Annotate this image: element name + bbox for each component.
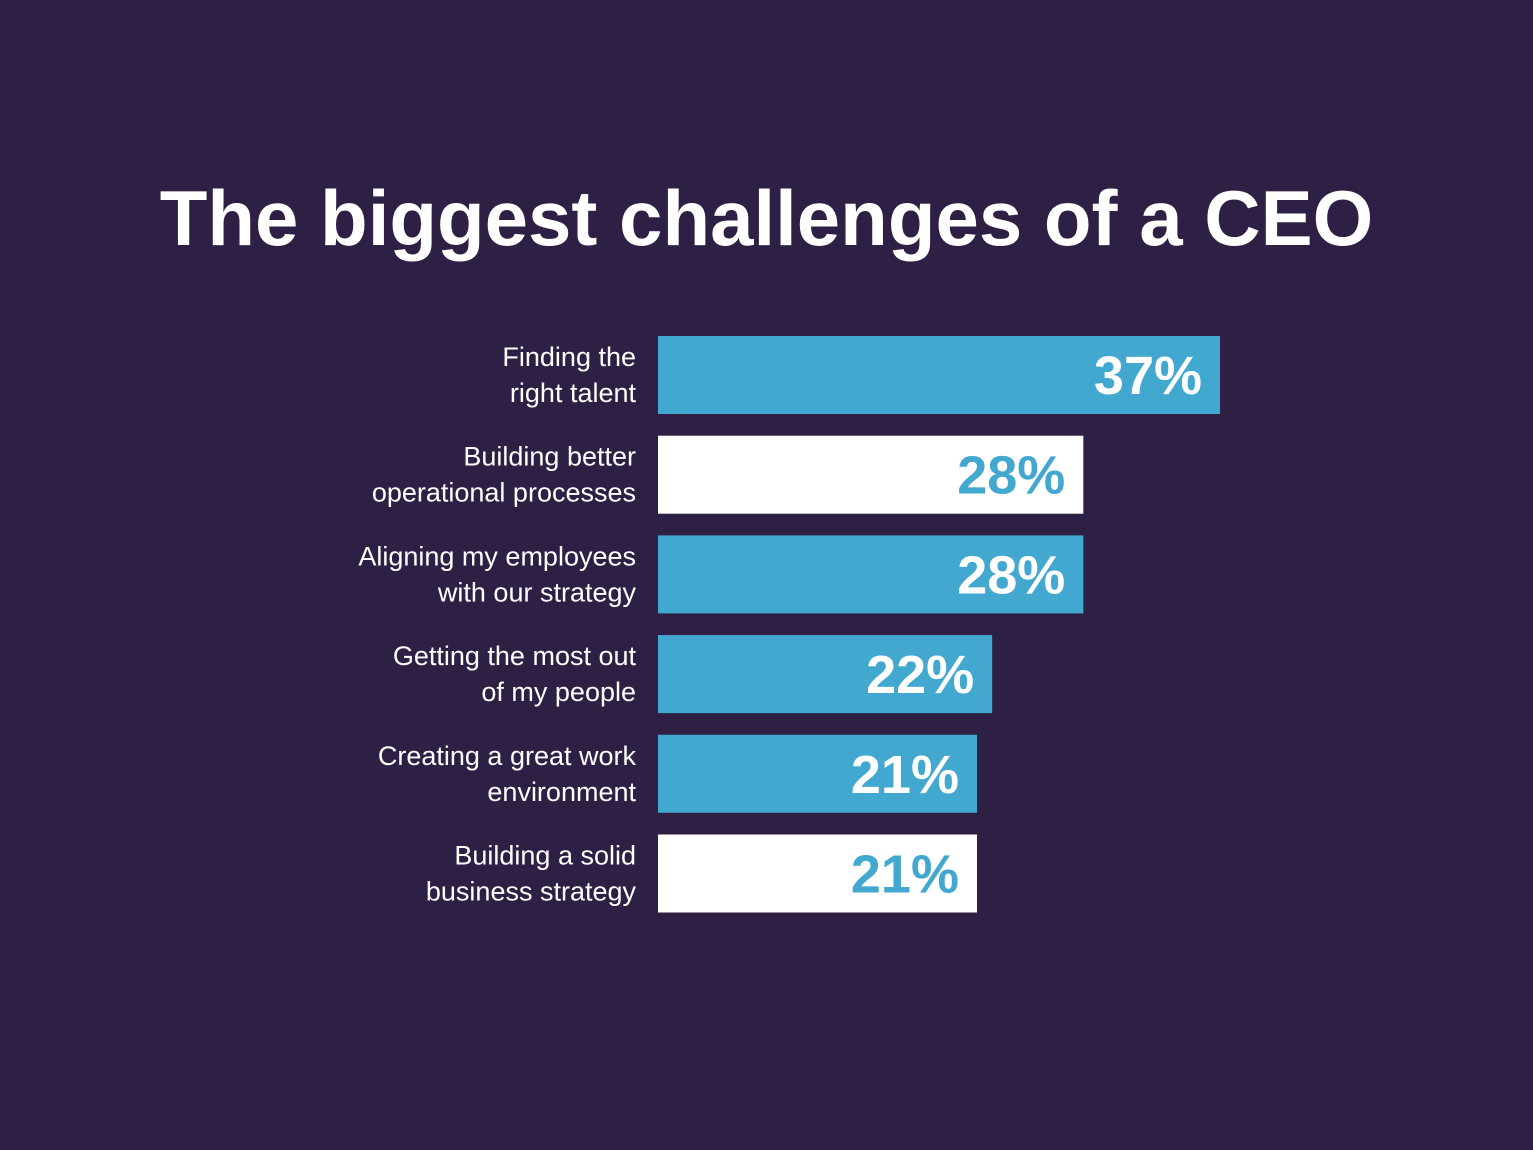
bar-value-label: 22%	[866, 645, 974, 705]
bar	[658, 734, 977, 813]
category-label-line: Creating a great work	[378, 741, 637, 771]
bar-value-label: 21%	[851, 745, 959, 805]
bar	[658, 635, 993, 714]
bar-group: 28% Building better operational processes	[372, 435, 1084, 514]
category-label-line: with our strategy	[437, 577, 637, 607]
category-label-line: of my people	[481, 677, 636, 707]
category-label-line: Finding the	[502, 342, 636, 372]
bar-group: 28% Aligning my employees with our strateg…	[358, 535, 1084, 614]
category-label: Building a solid business strategy	[426, 841, 637, 907]
chart-title: The biggest challenges of a CEO	[159, 174, 1374, 262]
bar	[658, 834, 977, 913]
bar	[658, 336, 1221, 414]
bar-group: 22% Getting the most out of my people	[393, 635, 993, 714]
category-label: Aligning my employees with our strategy	[358, 541, 636, 607]
bar	[658, 535, 1084, 614]
category-label: Creating a great work environment	[378, 741, 637, 807]
category-label: Getting the most out of my people	[393, 641, 637, 707]
category-label-line: Aligning my employees	[358, 541, 636, 571]
category-label-line: Building a solid	[454, 841, 636, 871]
category-label-line: operational processes	[372, 478, 636, 508]
category-label-line: environment	[487, 777, 636, 807]
bar-value-label: 21%	[851, 845, 959, 905]
category-label: Building better operational processes	[372, 442, 636, 508]
category-label: Finding the right talent	[502, 342, 636, 408]
bar-group: 21% Creating a great work environment	[378, 734, 977, 813]
bar-value-label: 28%	[957, 446, 1065, 506]
bar-group: 21% Building a solid business strategy	[426, 834, 977, 913]
bar-value-label: 37%	[1094, 346, 1202, 406]
category-label-line: right talent	[510, 378, 637, 408]
bar-group: 37% Finding the right talent	[502, 336, 1221, 414]
bar	[658, 435, 1084, 514]
category-label-line: Building better	[463, 442, 636, 472]
category-label-line: business strategy	[426, 877, 637, 907]
category-label-line: Getting the most out	[393, 641, 637, 671]
bar-value-label: 28%	[957, 545, 1065, 605]
